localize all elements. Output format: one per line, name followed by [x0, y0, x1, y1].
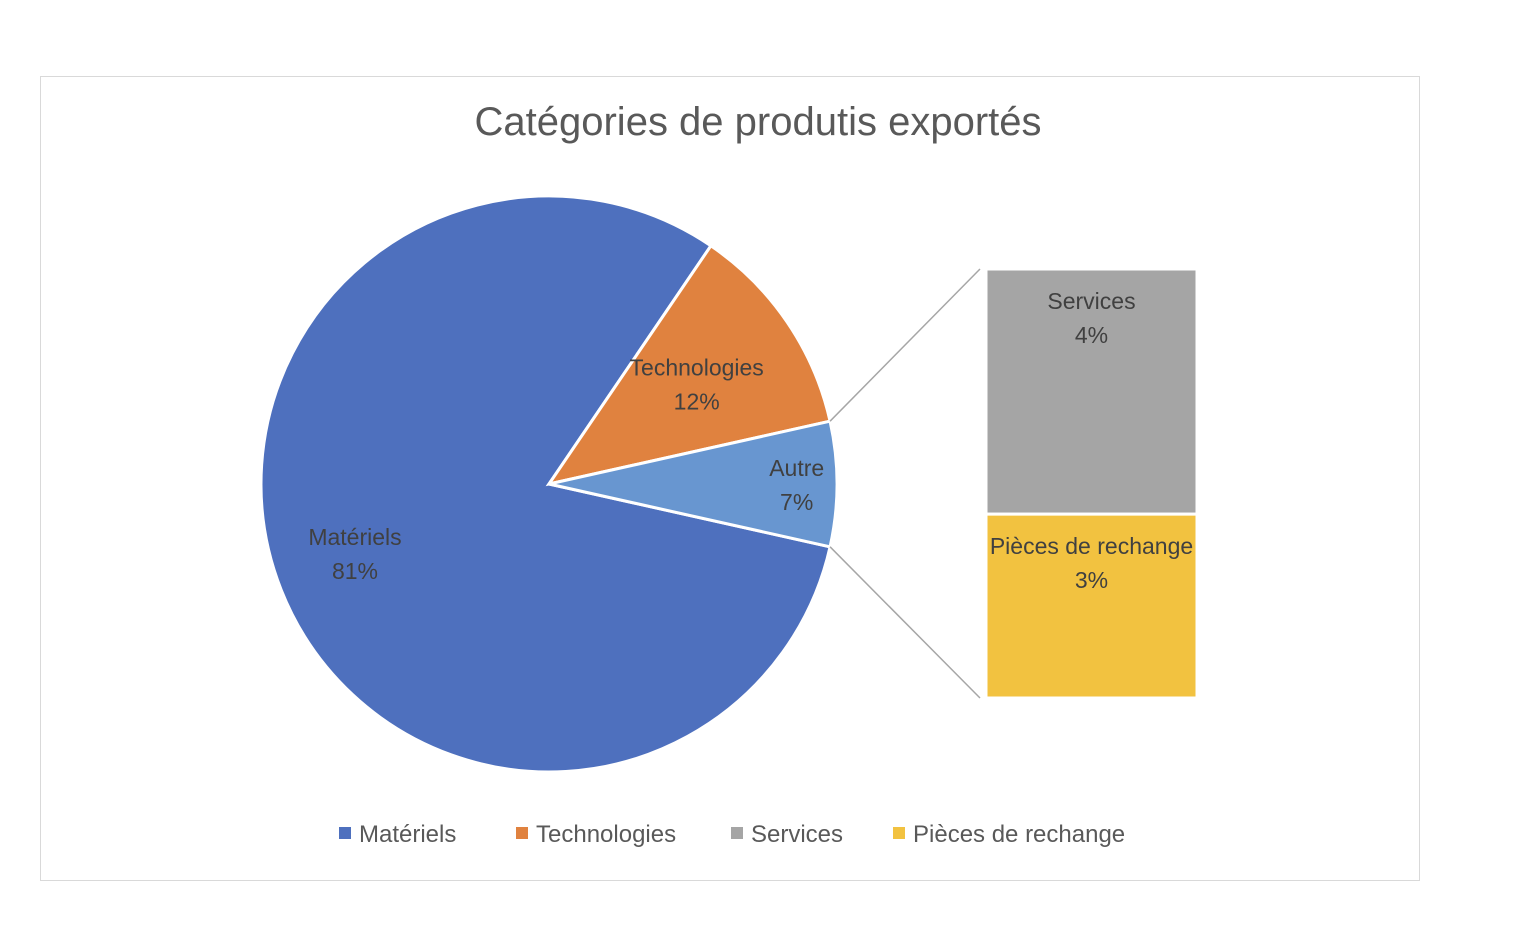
data-label-materiels: Matériels 81% — [308, 524, 401, 584]
bar-segment-services — [984, 267, 1199, 516]
pie-slice-autre — [548, 419, 839, 549]
legend-label-technologies: Technologies — [536, 821, 676, 848]
data-label-autre: Autre 7% — [769, 455, 824, 515]
legend-swatch-services — [731, 827, 743, 839]
legend-swatch-technologies — [516, 827, 528, 839]
pie-slice-technologies — [545, 243, 832, 487]
legend-swatch-pieces-de-rechange — [893, 827, 905, 839]
connector-lines — [829, 268, 981, 699]
legend-swatch-materiels — [339, 827, 351, 839]
pie-slice-materiels — [259, 194, 832, 774]
legend-label-pieces-de-rechange: Pièces de rechange — [913, 821, 1125, 848]
pie-slices — [259, 194, 839, 774]
data-label-pieces-de-rechange: Pièces de rechange 3% — [990, 533, 1193, 593]
legend: Matériels Technologies Services Pièces de r… — [339, 821, 1125, 848]
secondary-bar — [984, 267, 1199, 700]
data-label-services: Services 4% — [1047, 288, 1135, 348]
legend-label-materiels: Matériels — [359, 821, 456, 848]
chart-title: Catégories de produtis exportés — [474, 100, 1042, 144]
data-label-technologies: Technologies 12% — [630, 355, 764, 415]
data-labels: Matériels 81% Technologies 12%Autre 7% Servic… — [308, 288, 1193, 593]
connector-line-top — [829, 268, 981, 422]
connector-line-bottom — [829, 546, 981, 699]
bar-segment-pieces-de-rechange — [984, 512, 1199, 700]
legend-label-services: Services — [751, 821, 843, 848]
